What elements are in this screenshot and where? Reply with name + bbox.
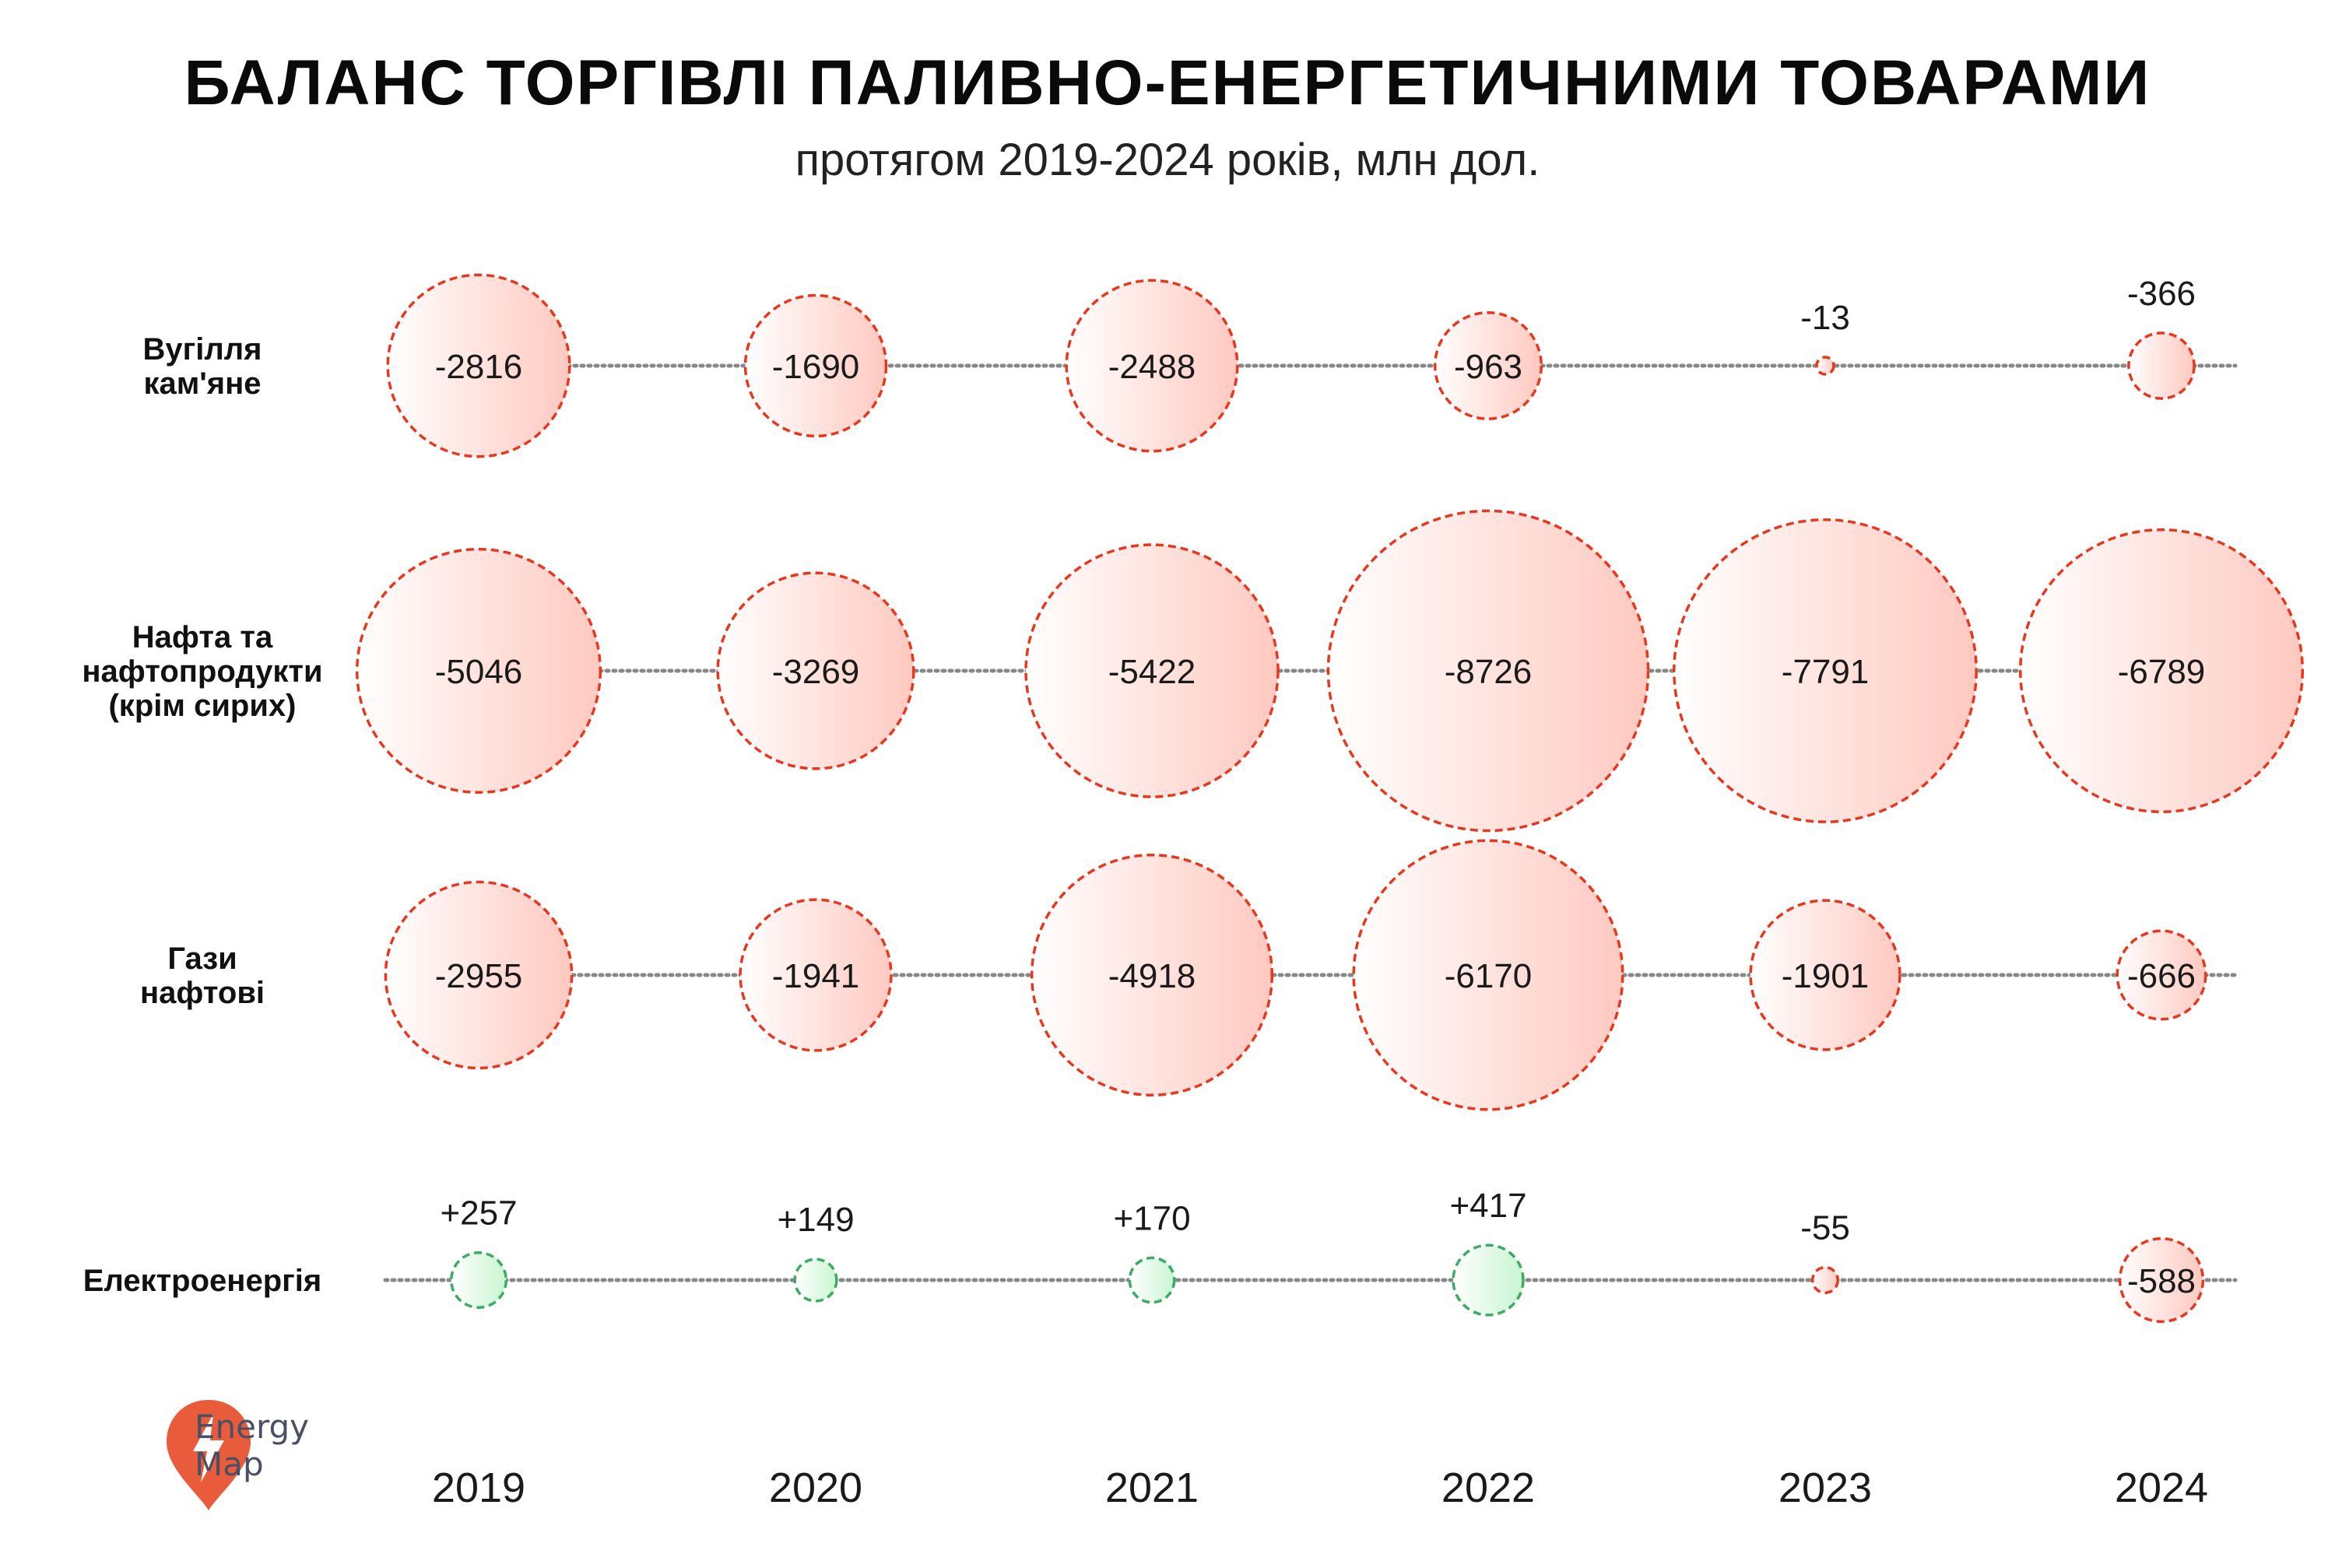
bubble	[1815, 356, 1835, 376]
chart-title: БАЛАНС ТОРГІВЛІ ПАЛИВНО-ЕНЕРГЕТИЧНИМИ ТО…	[184, 47, 2151, 118]
bubble	[1433, 310, 1543, 421]
bubble	[793, 1258, 838, 1303]
value-label: -7791	[1782, 653, 1870, 691]
value-label: -666	[2127, 957, 2196, 995]
year-label: 2024	[2115, 1465, 2208, 1511]
logo-text: Energy Map	[195, 1408, 309, 1483]
bubble	[386, 273, 571, 458]
value-label: +417	[1449, 1187, 1526, 1225]
year-label: 2021	[1105, 1465, 1199, 1511]
row-label: Нафта та	[132, 620, 273, 654]
value-label: +170	[1113, 1199, 1190, 1237]
value-label: -1941	[772, 957, 860, 995]
value-label: -2955	[435, 957, 523, 995]
bubble	[1749, 899, 1901, 1051]
value-label: -5422	[1108, 653, 1196, 691]
bubble	[449, 1251, 508, 1310]
bubble	[2127, 331, 2196, 400]
row-label: нафтопродукти	[82, 654, 322, 689]
bubble	[1065, 279, 1239, 453]
year-label: 2019	[432, 1465, 525, 1511]
bubble	[739, 898, 893, 1052]
row-label: Гази	[167, 942, 237, 976]
bubble	[355, 547, 602, 795]
bubble	[2118, 1237, 2205, 1324]
value-label: -1690	[772, 348, 860, 386]
value-label: -2816	[435, 348, 523, 386]
bubble	[2018, 528, 2305, 814]
bubble	[1024, 543, 1280, 798]
bubble	[716, 571, 915, 770]
value-label: -5046	[435, 653, 523, 691]
bubble	[1810, 1265, 1840, 1295]
year-label: 2023	[1778, 1465, 1872, 1511]
value-label: -8726	[1445, 653, 1533, 691]
row-label: кам'яне	[143, 367, 261, 401]
bubble	[1673, 518, 1978, 823]
value-label: -1901	[1782, 957, 1870, 995]
value-label: -366	[2127, 275, 2196, 313]
logo-line-2: Map	[195, 1445, 264, 1483]
energy-map-logo-icon	[167, 1400, 251, 1510]
bubble	[1452, 1244, 1525, 1317]
value-label: -2488	[1108, 348, 1196, 386]
row-label: Вугілля	[142, 332, 262, 367]
year-label: 2020	[769, 1465, 862, 1511]
logo-line-1: Energy	[195, 1408, 310, 1446]
bubble	[384, 880, 574, 1070]
bubble	[1352, 839, 1624, 1111]
value-label: -963	[1454, 348, 1522, 386]
value-label: -6789	[2118, 653, 2206, 691]
row-label: Електроенергія	[83, 1264, 321, 1298]
bubble	[2116, 929, 2207, 1021]
value-label: -6170	[1445, 957, 1533, 995]
value-label: -4918	[1108, 957, 1196, 995]
chart-subtitle: протягом 2019-2024 років, млн дол.	[795, 135, 1540, 185]
row-label: (крім сирих)	[108, 689, 296, 723]
value-label: +257	[440, 1194, 517, 1233]
bubble	[1128, 1256, 1176, 1304]
value-label: -13	[1800, 299, 1850, 337]
value-label: -55	[1800, 1209, 1850, 1247]
value-label: -588	[2127, 1262, 2196, 1300]
bubble	[1030, 853, 1274, 1097]
year-label: 2022	[1441, 1465, 1535, 1511]
value-label: -3269	[772, 653, 860, 691]
row-label: нафтові	[140, 976, 265, 1010]
value-label: +149	[777, 1201, 854, 1239]
bubble	[743, 293, 888, 438]
bubble	[1326, 509, 1650, 833]
